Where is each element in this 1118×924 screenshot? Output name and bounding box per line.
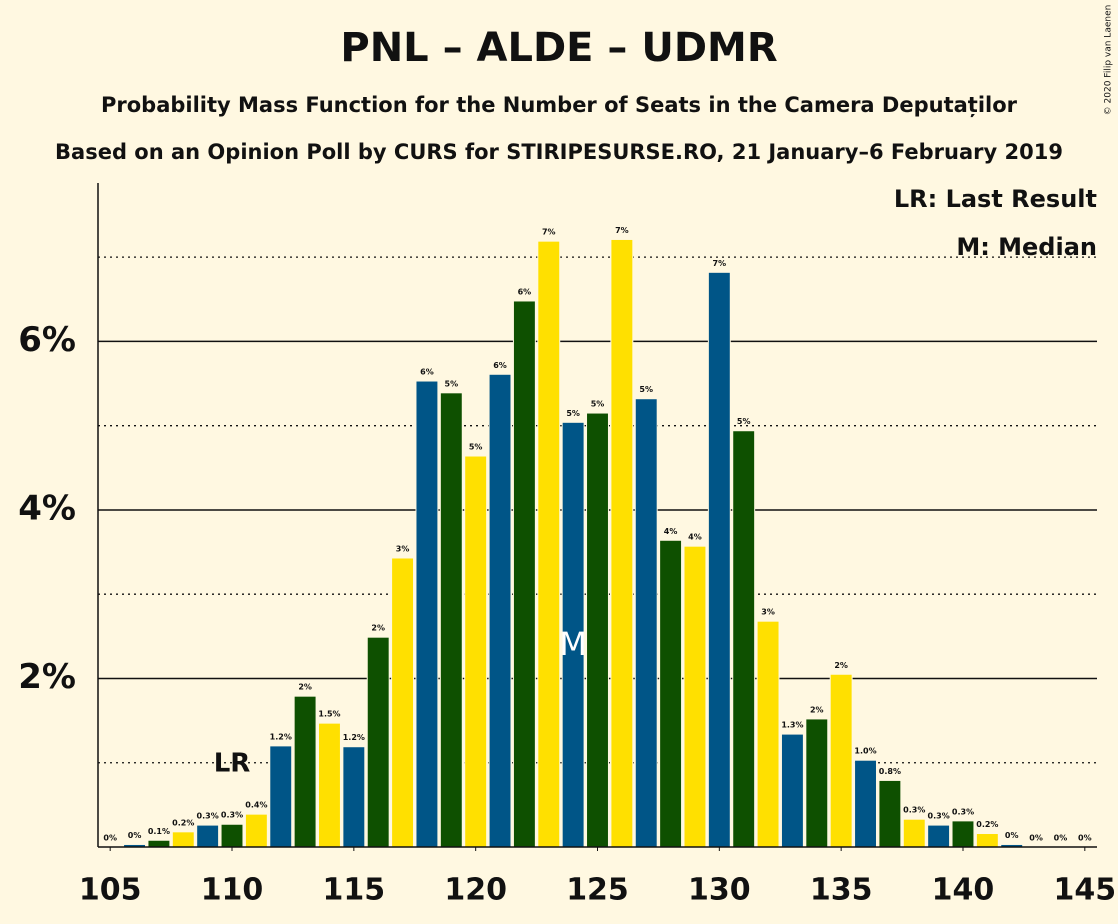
value-label: 4% xyxy=(664,527,678,536)
value-label: 3% xyxy=(396,544,410,553)
x-tick-label: 130 xyxy=(688,873,751,908)
bar xyxy=(318,722,341,848)
bar xyxy=(415,380,439,848)
value-label: 0.3% xyxy=(928,812,950,821)
bar xyxy=(464,455,488,848)
value-label: 0% xyxy=(128,831,142,840)
bar xyxy=(878,779,902,848)
bar xyxy=(439,392,463,848)
x-tick-label: 115 xyxy=(323,873,386,908)
value-label: 0.2% xyxy=(172,818,194,827)
bar xyxy=(220,823,244,848)
annotation: M xyxy=(559,625,587,663)
value-label: 5% xyxy=(737,417,751,426)
bar xyxy=(537,240,561,848)
x-tick-label: 120 xyxy=(444,873,507,908)
value-label: 6% xyxy=(493,361,507,370)
value-label: 0.3% xyxy=(221,811,243,820)
bar xyxy=(244,813,268,848)
bar xyxy=(391,557,415,848)
bar xyxy=(683,545,707,848)
x-tick-label: 140 xyxy=(932,873,995,908)
value-label: 3% xyxy=(761,608,775,617)
bar xyxy=(780,733,804,848)
value-label: 0% xyxy=(1054,834,1068,843)
bar xyxy=(805,718,829,848)
value-label: 7% xyxy=(615,226,629,235)
value-label: 0.3% xyxy=(197,812,219,821)
value-label: 5% xyxy=(566,409,580,418)
value-label: 5% xyxy=(639,385,653,394)
value-label: 0% xyxy=(1005,831,1019,840)
y-tick-label: 4% xyxy=(18,488,76,528)
value-label: 0.8% xyxy=(879,767,901,776)
bar xyxy=(196,824,220,848)
bar xyxy=(927,824,951,848)
value-label: 2% xyxy=(834,661,848,670)
bar xyxy=(707,271,731,848)
legend-entry: M: Median xyxy=(956,233,1097,261)
y-tick-label: 2% xyxy=(18,657,76,697)
value-label: 2% xyxy=(298,683,312,692)
value-label: 5% xyxy=(445,379,459,388)
value-label: 1.2% xyxy=(270,732,292,741)
value-label: 1.5% xyxy=(318,710,340,719)
value-label: 6% xyxy=(518,287,532,296)
value-label: 2% xyxy=(371,624,385,633)
annotation: LR xyxy=(214,749,251,779)
bar xyxy=(854,759,877,848)
value-label: 0.1% xyxy=(148,827,170,836)
value-label: 0% xyxy=(1078,834,1092,843)
chart-subtitle: Based on an Opinion Poll by CURS for STI… xyxy=(55,140,1063,164)
bar xyxy=(756,620,780,848)
bar xyxy=(586,412,609,848)
y-tick-label: 6% xyxy=(18,320,76,360)
bar xyxy=(147,839,171,848)
bar xyxy=(512,300,536,848)
legend-entry: LR: Last Result xyxy=(894,185,1097,213)
x-tick-label: 145 xyxy=(1054,873,1117,908)
value-label: 0% xyxy=(103,834,117,843)
value-label: 0.3% xyxy=(903,806,925,815)
x-tick-label: 105 xyxy=(79,873,142,908)
bar xyxy=(902,818,926,848)
bar xyxy=(488,373,512,848)
value-label: 7% xyxy=(542,228,556,237)
value-label: 4% xyxy=(688,533,702,542)
bar xyxy=(293,695,317,848)
value-label: 1.2% xyxy=(343,733,365,742)
value-label: 0.4% xyxy=(245,801,267,810)
bar xyxy=(634,398,658,848)
chart-title: PNL – ALDE – UDMR xyxy=(340,25,777,71)
value-label: 0.2% xyxy=(976,820,998,829)
copyright: © 2020 Filip van Laenen xyxy=(1104,5,1114,116)
x-tick-label: 125 xyxy=(566,873,629,908)
x-tick-label: 110 xyxy=(201,873,264,908)
bar xyxy=(171,831,195,848)
value-label: 1.3% xyxy=(781,721,803,730)
value-label: 5% xyxy=(591,400,605,409)
chart-subtitle: Probability Mass Function for the Number… xyxy=(101,93,1018,118)
value-label: 5% xyxy=(469,443,483,452)
value-label: 0.3% xyxy=(952,807,974,816)
value-label: 1.0% xyxy=(854,747,876,756)
bar xyxy=(732,430,756,848)
value-label: 0% xyxy=(1029,834,1043,843)
bar xyxy=(829,673,853,848)
value-label: 2% xyxy=(810,705,824,714)
bar xyxy=(951,820,975,848)
bar xyxy=(269,745,293,848)
bar xyxy=(610,238,634,848)
value-label: 7% xyxy=(713,259,727,268)
bar xyxy=(975,833,999,848)
bar xyxy=(366,636,390,848)
bar xyxy=(342,746,366,848)
x-tick-label: 135 xyxy=(810,873,873,908)
value-label: 6% xyxy=(420,368,434,377)
bar xyxy=(659,539,683,848)
